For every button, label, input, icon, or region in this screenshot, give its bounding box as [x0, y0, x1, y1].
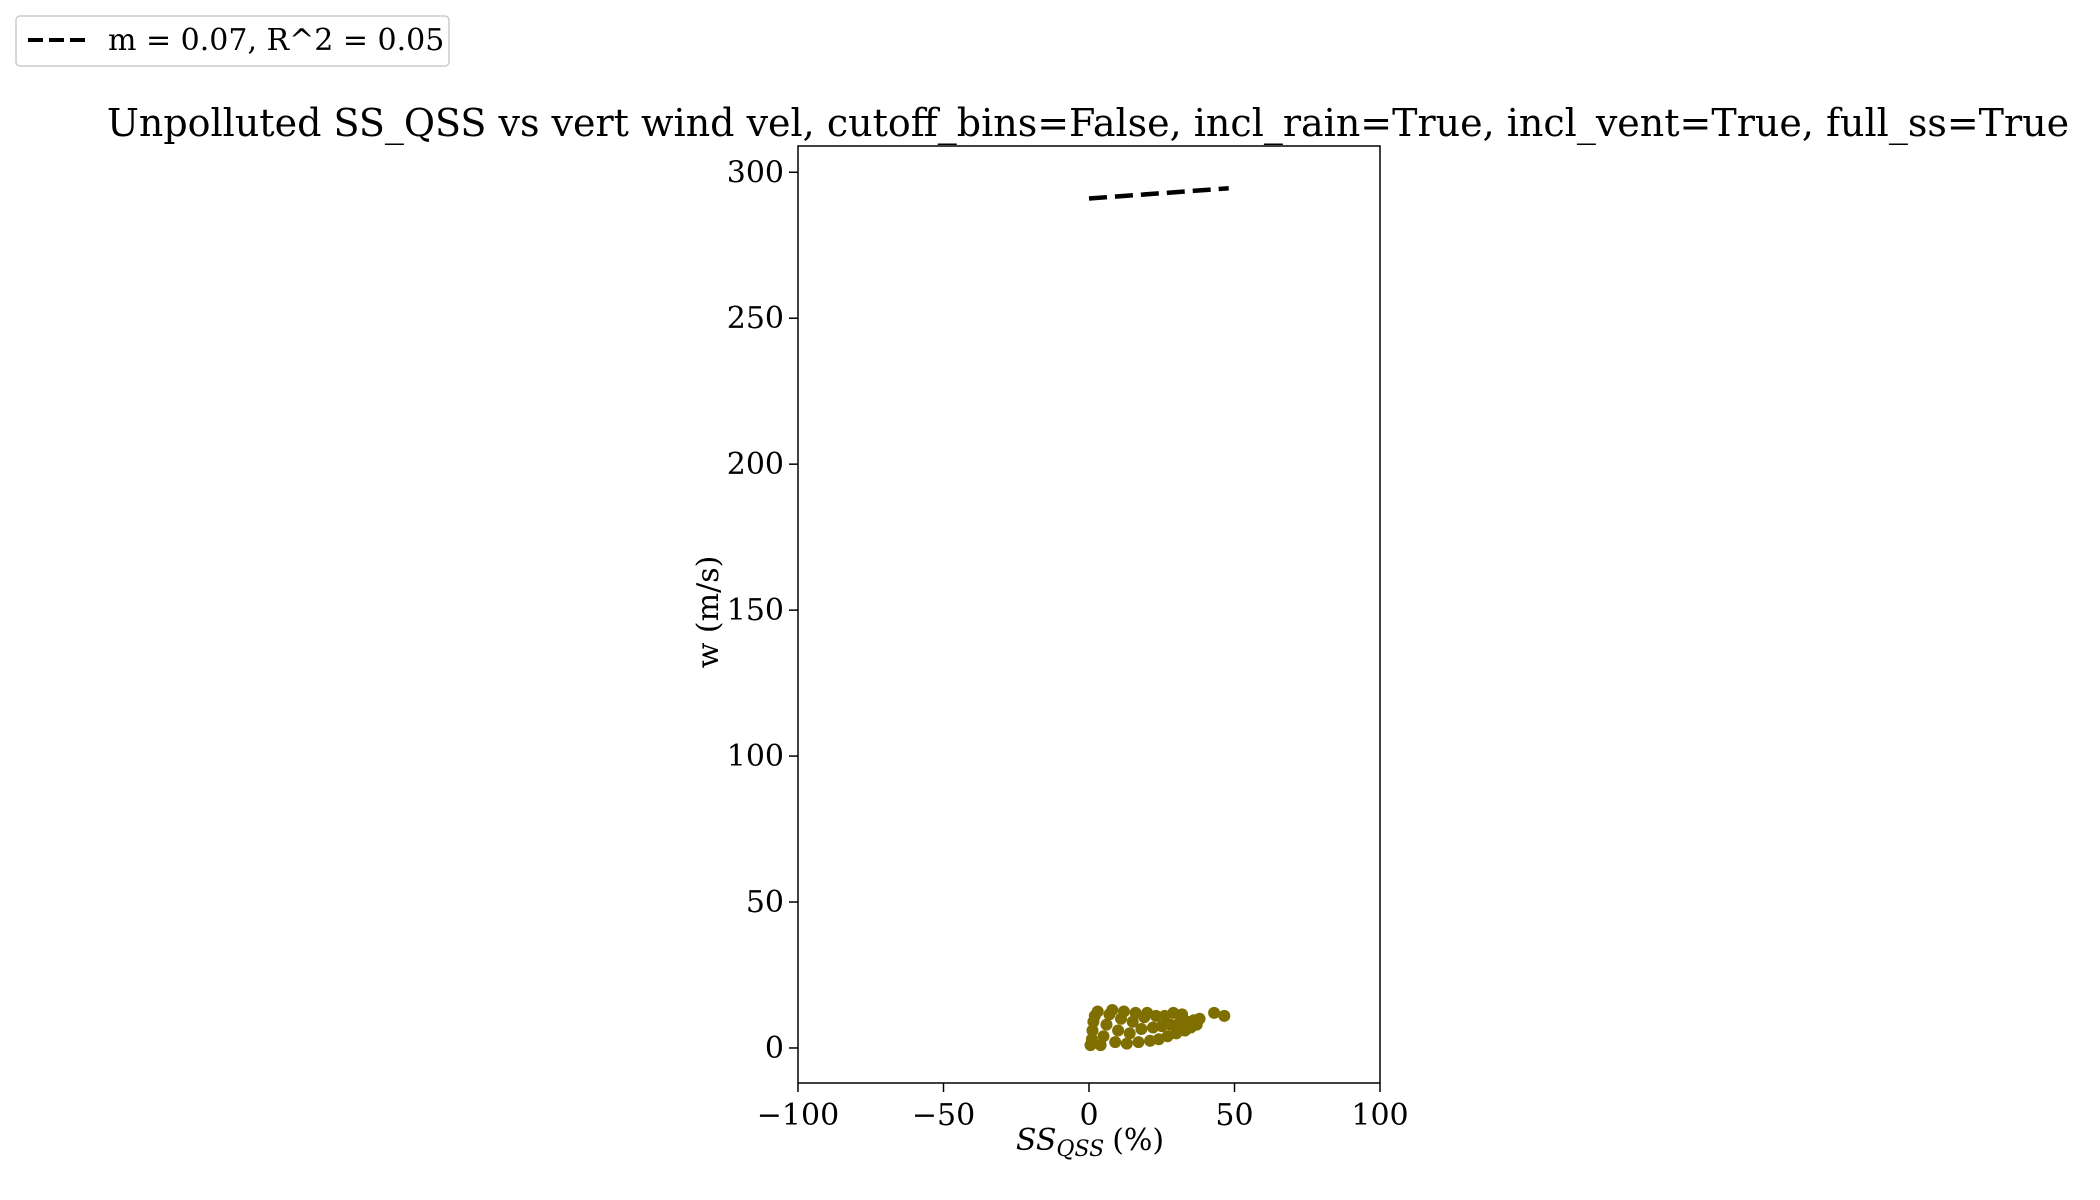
scatter-point: [1097, 1030, 1110, 1043]
y-tick-label: 0: [765, 1031, 784, 1066]
y-tick-label: 100: [727, 739, 784, 774]
y-tick-label: 50: [746, 885, 784, 920]
legend-label: m = 0.07, R^2 = 0.05: [108, 23, 444, 58]
x-tick-label: 100: [1351, 1098, 1408, 1133]
scatter-point: [1149, 1009, 1162, 1022]
chart-title: Unpolluted SS_QSS vs vert wind vel, cuto…: [107, 101, 2069, 146]
scatter-point: [1132, 1036, 1145, 1049]
scatter-point: [1208, 1006, 1221, 1019]
x-axis-label-subscript: QSS: [1056, 1137, 1104, 1162]
y-tick-label: 150: [727, 593, 784, 628]
scatter-point: [1117, 1005, 1130, 1018]
scatter-point: [1123, 1027, 1136, 1040]
x-axis-label-main: SS: [1016, 1123, 1057, 1158]
plot-area: [797, 145, 1381, 1084]
scatter-point: [1100, 1018, 1113, 1031]
scatter-point: [1085, 1033, 1098, 1046]
fit-line: [1088, 186, 1229, 201]
fit-layer: [1088, 186, 1229, 201]
scatter-point: [1135, 1023, 1148, 1035]
x-tick-label: −100: [757, 1098, 839, 1133]
scatter-point: [1112, 1024, 1125, 1037]
scatter-point: [1147, 1021, 1159, 1034]
plot-frame: [797, 145, 1381, 1084]
scatter-layer: [1084, 1004, 1231, 1052]
scatter-point: [1120, 1037, 1133, 1050]
legend: m = 0.07, R^2 = 0.05: [15, 15, 450, 67]
scatter-point: [1193, 1012, 1206, 1025]
y-tick-label: 250: [727, 301, 784, 336]
x-axis-label: SSQSS (%): [1016, 1123, 1164, 1162]
x-tick-label: −50: [912, 1098, 975, 1133]
x-tick-label: 50: [1215, 1098, 1253, 1133]
legend-frame: [15, 15, 450, 67]
scatter-point: [1091, 1005, 1104, 1018]
scatter-point: [1109, 1036, 1122, 1049]
scatter-point: [1106, 1004, 1119, 1016]
x-axis-label-suffix: (%): [1112, 1123, 1164, 1158]
y-tick-label: 300: [727, 155, 784, 190]
y-axis-ticks: 0 50 100 150 200 250 300: [727, 155, 798, 1066]
y-tick-label: 200: [727, 447, 784, 482]
x-tick-label: 0: [1079, 1098, 1098, 1133]
scatter-point: [1086, 1024, 1099, 1037]
x-axis-ticks: −100 −50 0 50 100: [757, 1083, 1409, 1133]
y-axis-label: w (m/s): [691, 556, 726, 669]
scatter-point: [1218, 1009, 1231, 1022]
